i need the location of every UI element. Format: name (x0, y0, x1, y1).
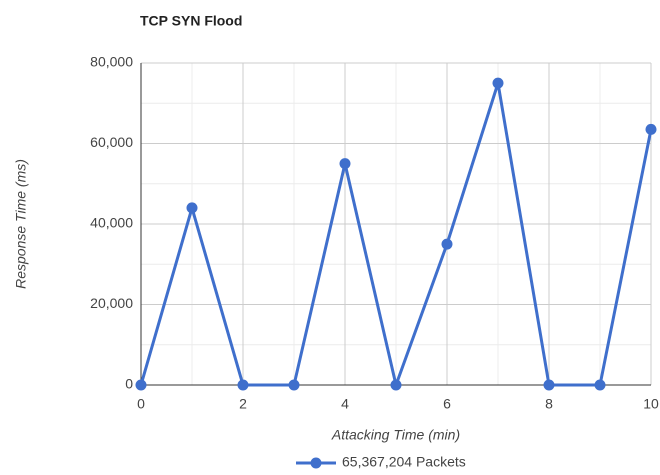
data-point (646, 124, 657, 135)
data-point (238, 380, 249, 391)
data-point (595, 380, 606, 391)
y-tick-label: 60,000 (90, 134, 133, 150)
chart: TCP SYN Flood Attacking Time (min) Respo… (0, 0, 660, 475)
x-tick-label: 10 (643, 396, 659, 412)
x-axis-label: Attacking Time (min) (331, 427, 460, 443)
data-point (136, 380, 147, 391)
x-tick-label: 6 (443, 396, 451, 412)
y-tick-label: 40,000 (90, 215, 133, 231)
data-point (391, 380, 402, 391)
data-point (289, 380, 300, 391)
data-point (442, 239, 453, 250)
y-axis-label: Response Time (ms) (13, 159, 29, 289)
x-tick-label: 4 (341, 396, 349, 412)
data-point (544, 380, 555, 391)
x-tick-label: 2 (239, 396, 247, 412)
y-tick-label: 0 (125, 376, 133, 392)
y-tick-label: 20,000 (90, 295, 133, 311)
data-point (340, 158, 351, 169)
x-tick-label: 0 (137, 396, 145, 412)
data-point (493, 78, 504, 89)
x-tick-label: 8 (545, 396, 553, 412)
legend-label: 65,367,204 Packets (342, 454, 466, 470)
legend-marker (311, 458, 322, 469)
y-tick-label: 80,000 (90, 54, 133, 70)
chart-title: TCP SYN Flood (140, 13, 242, 29)
data-point (187, 202, 198, 213)
